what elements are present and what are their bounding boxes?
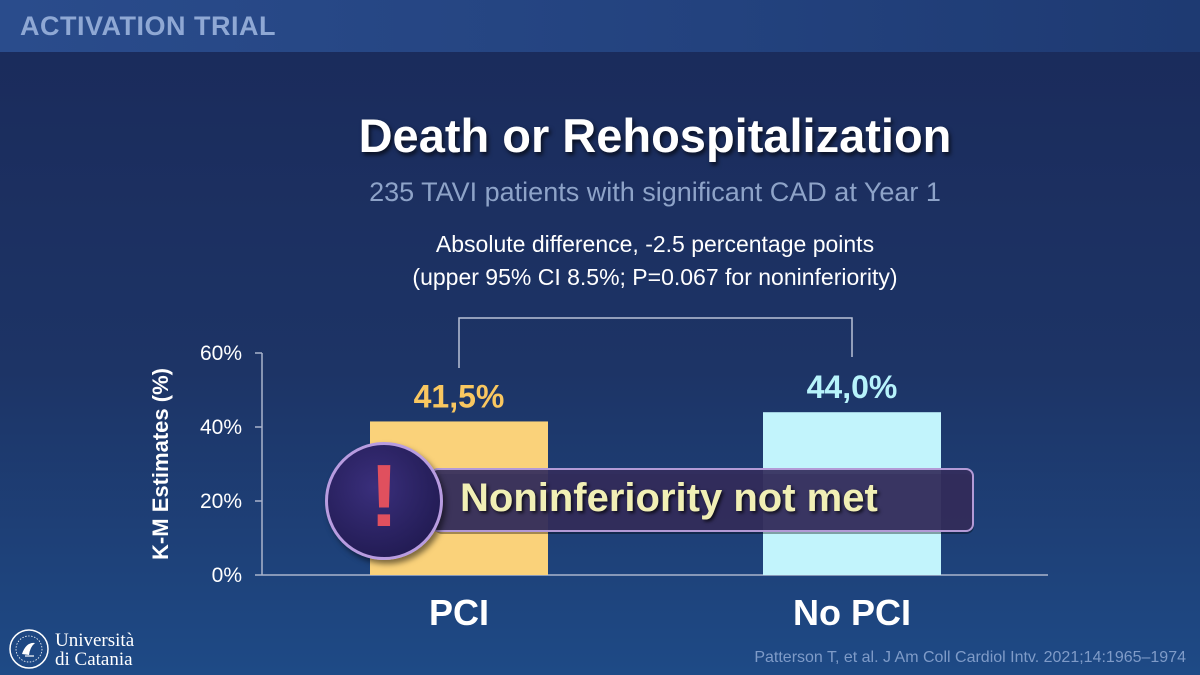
comparison-bracket — [458, 317, 853, 368]
header-bar — [0, 0, 1200, 52]
slide-subtitle: 235 TAVI patients with significant CAD a… — [369, 177, 941, 207]
university-name-line1: Università — [55, 630, 135, 651]
y-tick-label: 60% — [200, 342, 242, 365]
y-tick-label: 0% — [212, 564, 242, 587]
bar-value-label: 44,0% — [807, 369, 898, 405]
noninferiority-banner — [430, 468, 974, 532]
university-name-line2: di Catania — [55, 649, 133, 670]
category-label: No PCI — [793, 592, 911, 633]
slide-title: Death or Rehospitalization — [358, 109, 952, 162]
header-title: ACTIVATION TRIAL — [20, 11, 276, 41]
university-seal-logo — [9, 629, 49, 669]
y-tick-label: 40% — [200, 416, 242, 439]
bar-value-label: 41,5% — [414, 378, 505, 414]
category-label: PCI — [429, 592, 489, 633]
citation: Patterson T, et al. J Am Coll Cardiol In… — [754, 649, 1186, 666]
difference-line-1: Absolute difference, -2.5 percentage poi… — [435, 231, 875, 257]
university-name: Università di Catania — [55, 631, 134, 669]
y-axis-label: K-M Estimates (%) — [148, 368, 173, 560]
banner-text: Noninferiority not met — [460, 476, 878, 520]
y-tick-label: 20% — [200, 490, 242, 513]
difference-line-2: (upper 95% CI 8.5%; P=0.067 for noninfer… — [412, 264, 898, 290]
exclamation-icon: ! — [369, 446, 399, 545]
alert-circle-icon — [325, 442, 443, 560]
